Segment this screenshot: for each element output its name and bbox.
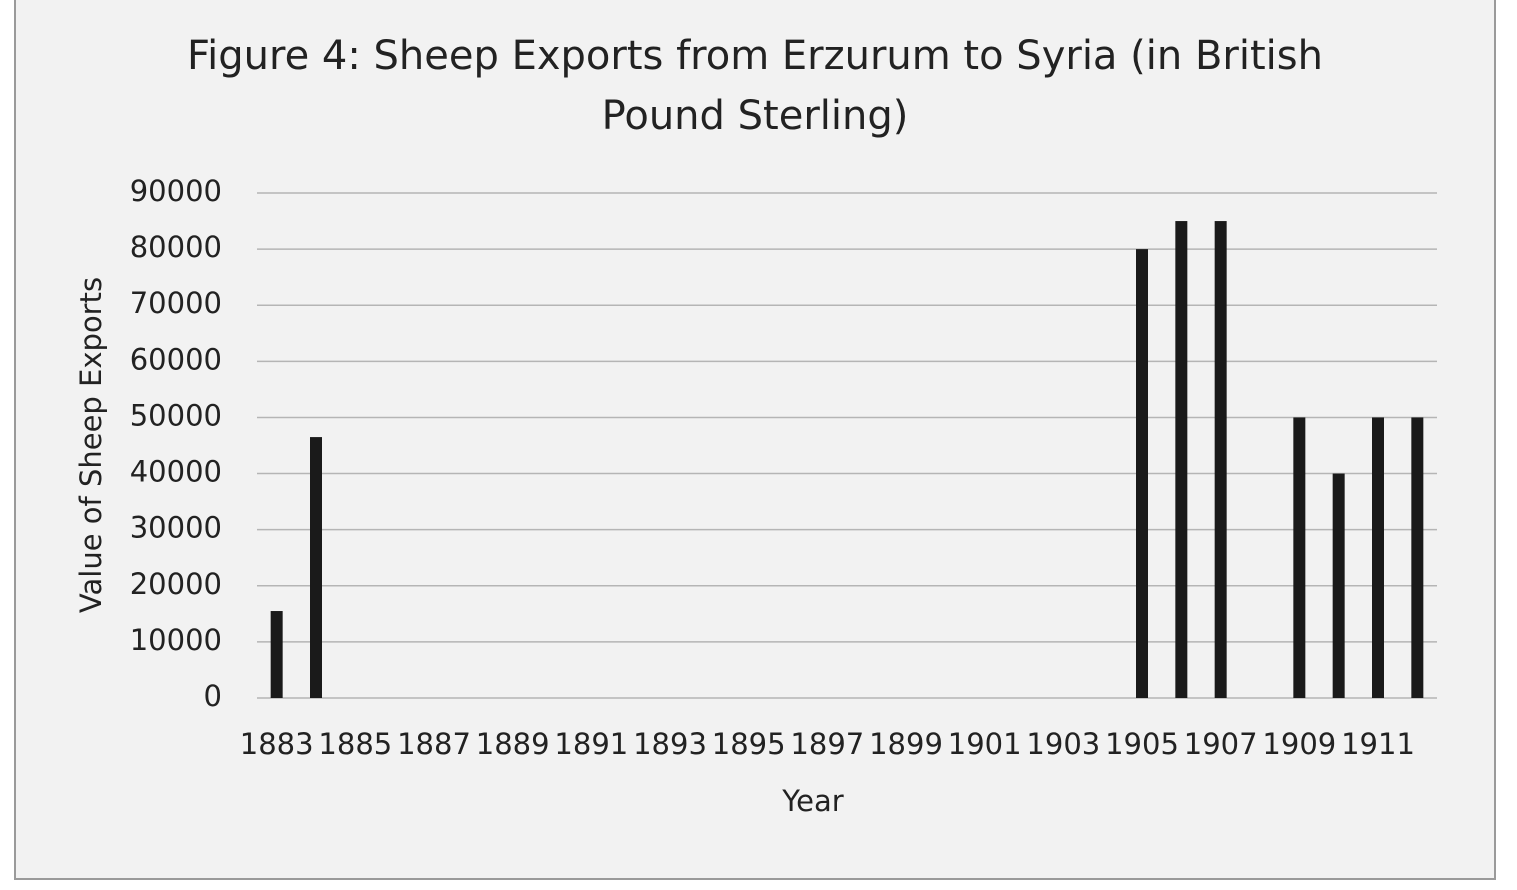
x-tick-label: 1899 bbox=[869, 727, 943, 761]
x-tick-label: 1901 bbox=[948, 727, 1022, 761]
y-tick-label: 50000 bbox=[130, 398, 222, 432]
bar bbox=[1175, 221, 1188, 699]
bar bbox=[310, 437, 322, 698]
y-tick-label: 0 bbox=[204, 679, 222, 713]
x-tick-label: 1909 bbox=[1262, 727, 1336, 761]
x-tick-label: 1897 bbox=[790, 727, 864, 761]
y-tick-label: 80000 bbox=[130, 230, 222, 264]
y-tick-label: 10000 bbox=[130, 623, 222, 657]
bar bbox=[1332, 473, 1345, 698]
x-tick-label: 1887 bbox=[397, 727, 471, 761]
x-tick-label: 1885 bbox=[318, 727, 392, 761]
y-tick-label: 90000 bbox=[130, 174, 222, 208]
x-tick-label: 1903 bbox=[1026, 727, 1100, 761]
y-axis-label: Value of Sheep Exports bbox=[74, 277, 108, 613]
x-tick-label: 1893 bbox=[633, 727, 707, 761]
bar bbox=[1293, 417, 1306, 698]
bar bbox=[1372, 417, 1384, 698]
bar bbox=[270, 611, 283, 698]
x-tick-label: 1889 bbox=[476, 727, 550, 761]
x-tick-label: 1905 bbox=[1105, 727, 1179, 761]
y-tick-label: 70000 bbox=[130, 286, 222, 320]
y-tick-label: 40000 bbox=[130, 455, 222, 489]
y-tick-label: 60000 bbox=[130, 342, 222, 376]
bar bbox=[1411, 417, 1424, 698]
chart-title: Figure 4: Sheep Exports from Erzurum to … bbox=[187, 33, 1323, 139]
bar bbox=[1136, 249, 1148, 698]
x-tick-label: 1895 bbox=[712, 727, 786, 761]
x-tick-label: 1891 bbox=[554, 727, 628, 761]
x-axis-label: Year bbox=[781, 784, 843, 818]
y-tick-label: 20000 bbox=[130, 567, 222, 601]
x-tick-label: 1883 bbox=[240, 727, 314, 761]
chart-area bbox=[14, 0, 1496, 880]
x-tick-label: 1907 bbox=[1184, 727, 1258, 761]
x-tick-label: 1911 bbox=[1341, 727, 1415, 761]
bar bbox=[1214, 221, 1227, 699]
y-tick-label: 30000 bbox=[130, 511, 222, 545]
